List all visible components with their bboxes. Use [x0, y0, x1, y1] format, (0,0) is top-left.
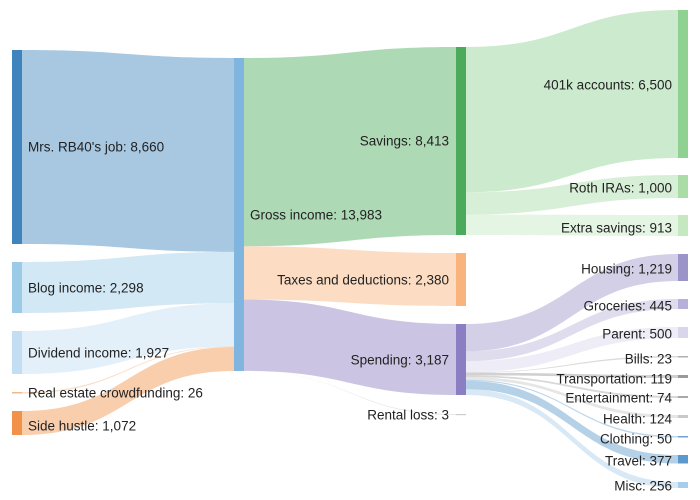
link-savings-to-401k — [466, 10, 678, 193]
node-bar-blog — [12, 262, 22, 313]
node-bar-dividend — [12, 331, 22, 374]
link-gross-to-spending — [244, 299, 456, 395]
node-bar-misc — [678, 482, 688, 488]
link-spending-to-health — [466, 377, 678, 418]
link-spending-to-misc — [466, 389, 678, 488]
link-spending-to-parent — [466, 327, 678, 373]
node-label-spending: Spending: 3,187 — [351, 353, 449, 368]
node-label-groceries: Groceries: 445 — [583, 299, 672, 314]
node-label-rentalloss: Rental loss: 3 — [367, 408, 449, 423]
node-label-taxes: Taxes and deductions: 2,380 — [277, 273, 449, 288]
link-spending-to-entertainment — [466, 375, 678, 398]
node-label-dividend: Dividend income: 1,927 — [28, 346, 169, 361]
node-bar-rentalloss — [456, 414, 466, 416]
link-spending-to-transportation — [466, 372, 678, 378]
node-label-sidehustle: Side hustle: 1,072 — [28, 419, 136, 434]
node-bar-401k — [678, 10, 688, 158]
node-label-parent: Parent: 500 — [602, 327, 672, 342]
node-label-job: Mrs. RB40's job: 8,660 — [28, 140, 164, 155]
node-bar-groceries — [678, 299, 688, 309]
node-bar-bills — [678, 356, 688, 358]
node-bar-sidehustle — [12, 411, 22, 435]
link-spending-to-travel — [466, 380, 678, 464]
link-dividend-to-gross — [22, 303, 234, 374]
node-label-travel: Travel: 377 — [605, 454, 672, 469]
node-bar-savings — [456, 47, 466, 235]
node-bar-entertainment — [678, 396, 688, 398]
link-sidehustle-to-gross — [22, 347, 234, 435]
node-bar-parent — [678, 327, 688, 338]
node-label-entertainment: Entertainment: 74 — [565, 391, 672, 406]
node-label-gross: Gross income: 13,983 — [250, 208, 382, 223]
node-bar-realestate — [12, 392, 22, 394]
node-bar-gross — [234, 58, 244, 371]
sankey-links — [22, 10, 678, 488]
sankey-nodes — [12, 10, 688, 488]
link-spending-to-housing — [466, 254, 678, 352]
link-job-to-gross — [22, 50, 234, 252]
node-bar-taxes — [456, 253, 466, 306]
link-gross-to-rentalloss — [244, 370, 456, 415]
node-label-realestate: Real estate crowdfunding: 26 — [28, 386, 203, 401]
node-bar-transportation — [678, 375, 688, 378]
link-realestate-to-gross — [22, 346, 234, 394]
node-bar-housing — [678, 254, 688, 281]
node-label-clothing: Clothing: 50 — [600, 432, 672, 447]
link-spending-to-bills — [466, 356, 678, 373]
node-label-transportation: Transportation: 119 — [556, 372, 672, 387]
node-label-extra: Extra savings: 913 — [561, 221, 672, 236]
link-spending-to-clothing — [466, 379, 678, 438]
node-label-blog: Blog income: 2,298 — [28, 281, 144, 296]
node-label-bills: Bills: 23 — [625, 352, 672, 367]
node-bar-health — [678, 415, 688, 418]
node-bar-clothing — [678, 436, 688, 438]
link-gross-to-taxes — [244, 246, 456, 306]
link-savings-to-roth — [466, 175, 678, 215]
node-bar-roth — [678, 175, 688, 198]
link-blog-to-gross — [22, 251, 234, 313]
node-bar-extra — [678, 215, 688, 236]
node-bar-spending — [456, 324, 466, 395]
sankey-labels: Mrs. RB40's job: 8,660 Blog income: 2,298… — [28, 78, 672, 494]
node-bar-travel — [678, 455, 688, 464]
node-label-roth: Roth IRAs: 1,000 — [569, 181, 672, 196]
node-label-401k: 401k accounts: 6,500 — [544, 78, 672, 93]
link-gross-to-savings — [244, 47, 456, 247]
node-label-housing: Housing: 1,219 — [581, 262, 672, 277]
node-label-health: Health: 124 — [603, 412, 673, 427]
node-label-misc: Misc: 256 — [614, 479, 672, 494]
link-spending-to-groceries — [466, 299, 678, 362]
link-savings-to-extra — [466, 214, 678, 236]
node-label-savings: Savings: 8,413 — [360, 134, 449, 149]
node-bar-job — [12, 50, 22, 244]
